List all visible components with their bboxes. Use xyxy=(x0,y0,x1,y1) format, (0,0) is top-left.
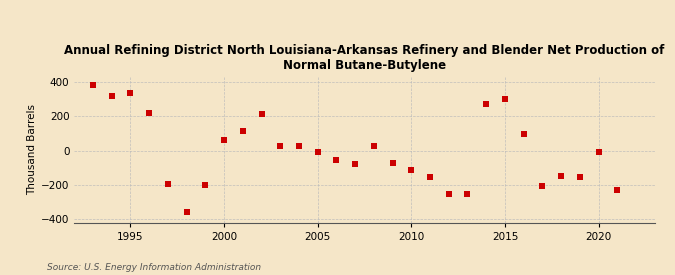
Point xyxy=(425,175,435,180)
Point xyxy=(537,184,548,188)
Point xyxy=(163,182,173,186)
Point xyxy=(219,138,230,142)
Point xyxy=(106,94,117,98)
Point xyxy=(518,132,529,137)
Point xyxy=(369,143,379,148)
Point xyxy=(88,82,99,87)
Point xyxy=(313,149,323,154)
Point xyxy=(593,149,604,154)
Point xyxy=(574,175,585,180)
Y-axis label: Thousand Barrels: Thousand Barrels xyxy=(27,104,37,195)
Point xyxy=(181,210,192,215)
Point xyxy=(238,129,248,133)
Point xyxy=(406,167,416,172)
Point xyxy=(200,183,211,187)
Point xyxy=(500,97,510,101)
Point xyxy=(331,158,342,162)
Title: Annual Refining District North Louisiana-Arkansas Refinery and Blender Net Produ: Annual Refining District North Louisiana… xyxy=(64,44,665,72)
Point xyxy=(556,174,566,179)
Point xyxy=(612,188,623,192)
Point xyxy=(125,91,136,95)
Text: Source: U.S. Energy Information Administration: Source: U.S. Energy Information Administ… xyxy=(47,263,261,272)
Point xyxy=(256,112,267,116)
Point xyxy=(294,144,304,149)
Point xyxy=(144,111,155,115)
Point xyxy=(443,191,454,196)
Point xyxy=(350,162,360,167)
Point xyxy=(462,191,473,196)
Point xyxy=(275,143,286,148)
Point xyxy=(481,102,491,107)
Point xyxy=(387,161,398,165)
